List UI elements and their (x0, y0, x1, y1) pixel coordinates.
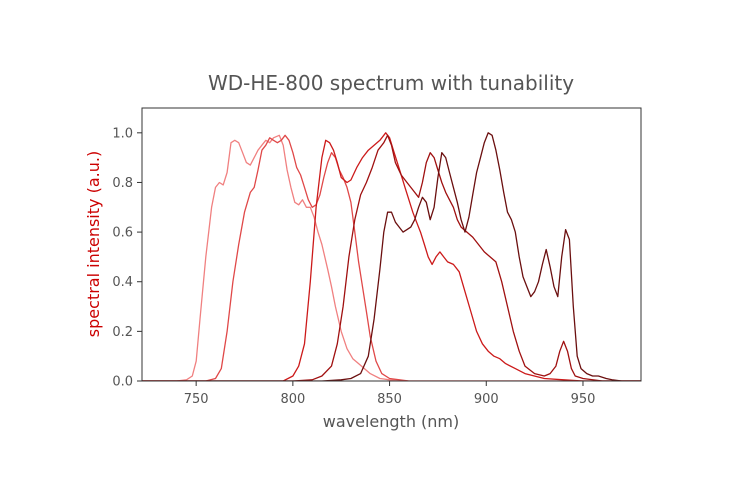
series-line-4 (142, 134, 641, 381)
x-tick-label: 800 (280, 392, 305, 407)
series-line-3 (142, 132, 641, 381)
chart-title: WD-HE-800 spectrum with tunability (208, 71, 574, 95)
series-line-5 (142, 132, 641, 381)
x-axis: 750 800 850 900 950 (184, 381, 596, 407)
series-line-2 (142, 134, 641, 381)
y-tick-label: 0.2 (112, 325, 133, 340)
x-tick-label: 850 (377, 392, 402, 407)
y-axis: 0.0 0.2 0.4 0.6 0.8 1.0 (112, 126, 142, 390)
y-tick-label: 0.6 (112, 226, 133, 241)
y-axis-label: spectral intensity (a.u.) (84, 151, 103, 337)
x-axis-label: wavelength (nm) (323, 412, 460, 431)
y-tick-label: 0.4 (112, 275, 133, 290)
plot-frame (141, 107, 642, 382)
x-tick-label: 900 (474, 392, 499, 407)
x-tick-label: 750 (184, 392, 209, 407)
y-tick-label: 0.0 (112, 375, 133, 390)
y-tick-label: 0.8 (112, 176, 133, 191)
series-line-1 (142, 134, 641, 381)
series-group (142, 132, 641, 381)
x-tick-label: 950 (571, 392, 596, 407)
y-tick-label: 1.0 (112, 126, 133, 141)
